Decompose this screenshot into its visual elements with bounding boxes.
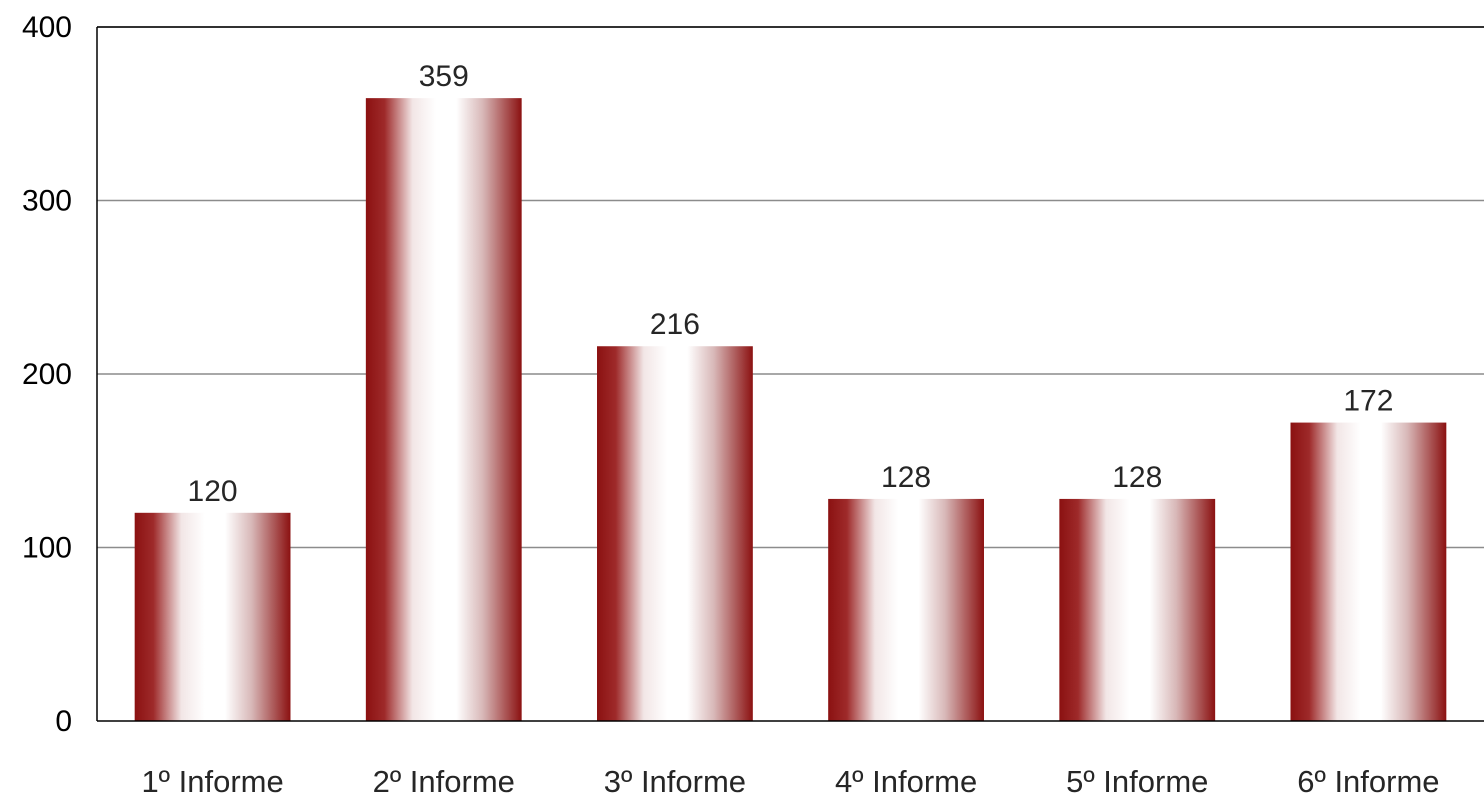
x-category-label: 6º Informe [1297,764,1439,798]
x-category-label: 4º Informe [835,764,977,798]
x-category-label: 1º Informe [141,764,283,798]
bar [1059,498,1216,721]
x-category-label: 3º Informe [604,764,746,798]
data-label: 128 [1112,461,1162,494]
y-tick-label: 100 [22,532,72,565]
gridlines [97,26,1484,549]
axes [96,26,1484,722]
data-label: 172 [1343,385,1393,418]
labels: 0 100 200 300 400 120 1º Informe 359 2º Informe 2… [22,11,1440,798]
data-label: 128 [881,461,931,494]
bar [828,498,984,721]
x-category-label: 2º Informe [373,764,515,798]
bars [134,98,1447,721]
data-label: 359 [419,60,469,93]
bar [597,346,753,721]
data-label: 216 [650,308,700,341]
y-tick-label: 300 [22,185,72,218]
bar [1290,422,1447,721]
x-category-label: 5º Informe [1066,764,1208,798]
y-tick-label: 0 [55,705,72,738]
y-tick-label: 200 [22,358,72,391]
bar [134,512,291,721]
bar [365,98,522,721]
data-label: 120 [188,475,238,508]
y-tick-label: 400 [22,11,72,44]
